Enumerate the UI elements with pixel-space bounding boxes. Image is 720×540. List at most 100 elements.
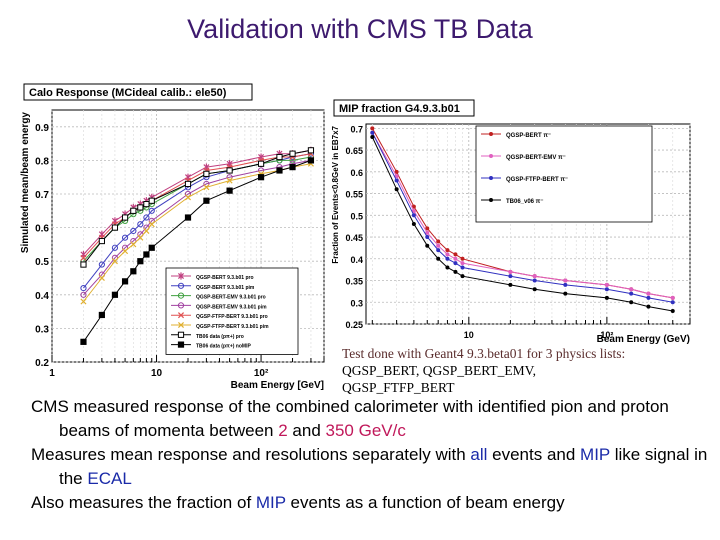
data-point	[370, 130, 375, 135]
data-point	[445, 265, 450, 270]
paragraph-text: and	[287, 421, 326, 440]
data-point	[137, 258, 144, 265]
data-point	[177, 292, 185, 299]
series-line	[83, 156, 311, 262]
paragraph-text: Also measures the fraction of	[31, 493, 256, 512]
data-point	[445, 252, 450, 257]
data-point	[436, 239, 441, 244]
data-point	[257, 174, 265, 181]
legend: QGSP-BERT π⁻ QGSP-BERT-EMV π⁻ QGSP-FTFP-BE…	[475, 125, 653, 223]
data-point	[532, 274, 537, 279]
data-point	[411, 213, 416, 218]
data-point	[80, 254, 87, 261]
summary-paragraph: Measures mean response and resolutions s…	[31, 443, 711, 491]
summary-paragraph: CMS measured response of the combined ca…	[31, 395, 711, 443]
data-point	[646, 295, 651, 300]
data-point	[148, 244, 155, 251]
legend: QGSP-BERT 9.3.b01 pro QGSP-BERT 9.3.b01 p…	[165, 267, 299, 355]
data-point	[436, 243, 441, 248]
data-point	[394, 178, 399, 183]
data-point	[453, 269, 458, 274]
data-point	[257, 160, 265, 167]
data-point	[460, 261, 465, 266]
y-axis-label: Simulated mean/beam energy	[20, 112, 31, 254]
calo-response-chart: 0.2 0.3 0.4 0.5 0.6 0.7 0.8 0.9 1 10 10² Calo Respo…	[18, 80, 332, 390]
data-point	[177, 282, 185, 289]
legend-label: TB06 data (pπ+) noMIP	[196, 344, 251, 350]
data-point	[177, 272, 185, 280]
data-point	[563, 291, 568, 296]
y-tick-label: 0.6	[35, 224, 49, 235]
data-point	[289, 164, 296, 171]
data-point	[460, 256, 465, 261]
y-tick-label: 0.65	[345, 146, 363, 156]
y-tick-label: 0.6	[350, 168, 363, 178]
paragraph-text: events and	[487, 445, 581, 464]
data-point	[370, 135, 375, 140]
data-point	[411, 204, 416, 209]
data-point	[425, 243, 430, 248]
data-point	[184, 194, 192, 201]
data-point	[307, 147, 315, 154]
data-point	[425, 226, 430, 231]
highlight-text: MIP	[255, 493, 286, 512]
data-point	[670, 300, 675, 305]
data-point	[226, 167, 233, 174]
x-tick-label: 10	[151, 368, 163, 379]
data-point	[143, 251, 150, 258]
series	[80, 157, 315, 345]
data-point	[111, 291, 119, 298]
paragraph-text: events as a function of beam energy	[285, 493, 565, 512]
y-tick-label: 0.25	[345, 320, 363, 330]
data-point	[604, 295, 609, 300]
title-box	[333, 99, 475, 117]
data-point	[460, 265, 465, 270]
y-tick-label: 0.2	[35, 358, 49, 369]
data-point	[629, 291, 634, 296]
x-tick-label: 10	[464, 330, 474, 340]
data-point	[148, 207, 155, 214]
y-tick-label: 0.45	[345, 233, 363, 243]
highlight-text: MIP	[580, 445, 610, 464]
data-point	[276, 153, 283, 161]
data-point	[670, 295, 675, 300]
data-point	[394, 187, 399, 192]
data-point	[177, 312, 185, 319]
data-point	[604, 287, 609, 292]
data-point	[489, 198, 493, 202]
data-point	[80, 261, 87, 268]
data-point	[80, 291, 87, 298]
data-point	[121, 278, 129, 285]
data-point	[629, 300, 634, 305]
data-point	[445, 248, 450, 253]
y-tick-label: 0.7	[35, 190, 49, 201]
data-point	[394, 169, 399, 174]
data-point	[629, 287, 634, 292]
series	[80, 147, 315, 268]
legend-label: QGSP-BERT 9.3.b01 pim	[196, 285, 255, 291]
data-point	[508, 269, 513, 274]
data-point	[453, 252, 458, 257]
summary-text: CMS measured response of the combined ca…	[31, 395, 711, 515]
data-point	[508, 282, 513, 287]
data-point	[80, 284, 87, 292]
y-tick-label: 0.7	[350, 124, 363, 134]
data-point	[121, 214, 129, 221]
x-axis-label: Beam Energy (GeV)	[597, 334, 690, 344]
legend-label: QGSP-BERT-EMV 9.3.b01 pim	[196, 304, 267, 310]
data-point	[130, 241, 137, 248]
x-axis-label: Beam Energy [GeV]	[231, 380, 324, 390]
data-point	[111, 224, 119, 231]
data-point	[508, 274, 513, 279]
data-point	[436, 248, 441, 253]
data-point	[111, 258, 118, 265]
chart-title: Calo Response (MCideal calib.: ele50)	[23, 83, 253, 101]
legend-label: QGSP-FTFP-BERT 9.3.b01 pim	[196, 324, 269, 330]
legend-label: QGSP-BERT-EMV 9.3.b01 pro	[196, 295, 266, 301]
chart-title-text: Calo Response (MCideal calib.: ele50)	[29, 87, 227, 99]
legend-label: QGSP-BERT-EMV π⁻	[506, 155, 566, 161]
data-point	[177, 321, 185, 329]
title-box	[23, 83, 253, 101]
data-point	[177, 331, 185, 338]
data-point	[143, 227, 150, 234]
